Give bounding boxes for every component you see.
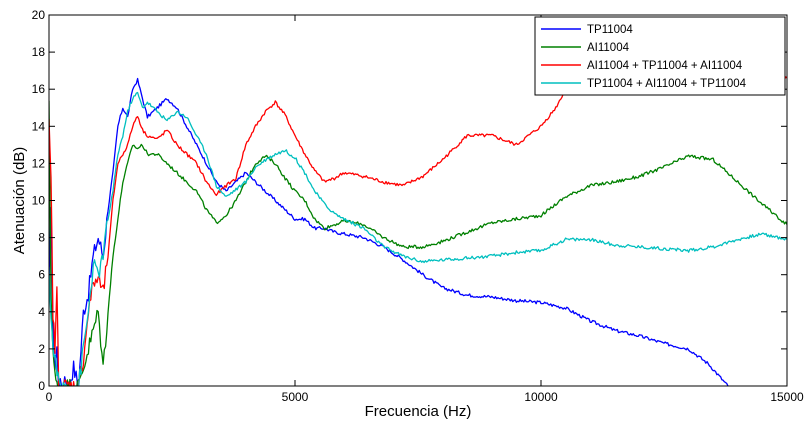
x-axis: 0 5000 10000 15000 — [46, 15, 804, 404]
y-tick-label: 2 — [38, 342, 45, 356]
legend-box — [534, 16, 786, 96]
x-axis-label: Frecuencia (Hz) — [365, 403, 472, 420]
x-tick-label: 0 — [46, 390, 53, 404]
y-tick-label: 20 — [32, 8, 46, 22]
y-tick-label: 6 — [38, 268, 45, 282]
legend: TP11004 AI11004 AI11004 + TP11004 + AI1100… — [534, 16, 786, 96]
y-tick-label: 10 — [32, 194, 46, 208]
y-tick-label: 8 — [38, 231, 45, 245]
y-axis: 0 2 4 6 8 10 12 14 16 18 20 — [32, 8, 787, 393]
series-line-1 — [49, 77, 729, 386]
y-tick-label: 14 — [32, 119, 46, 133]
series-line-4 — [49, 91, 787, 386]
y-tick-label: 0 — [38, 379, 45, 393]
legend-label: TP11004 + AI11004 + TP11004 — [587, 78, 747, 90]
y-tick-label: 4 — [38, 305, 45, 319]
legend-label: AI11004 — [587, 42, 630, 54]
y-axis-label: Atenuación (dB) — [11, 147, 28, 255]
series-line-2 — [49, 100, 787, 386]
legend-label: TP11004 — [587, 24, 633, 36]
y-tick-label: 12 — [32, 156, 46, 170]
y-tick-label: 18 — [32, 45, 46, 59]
x-tick-label: 15000 — [770, 390, 804, 404]
x-tick-label: 10000 — [524, 390, 558, 404]
x-tick-label: 5000 — [282, 390, 309, 404]
legend-label: AI11004 + TP11004 + AI11004 — [587, 60, 743, 72]
y-tick-label: 16 — [32, 82, 46, 96]
series-layer — [49, 64, 787, 386]
